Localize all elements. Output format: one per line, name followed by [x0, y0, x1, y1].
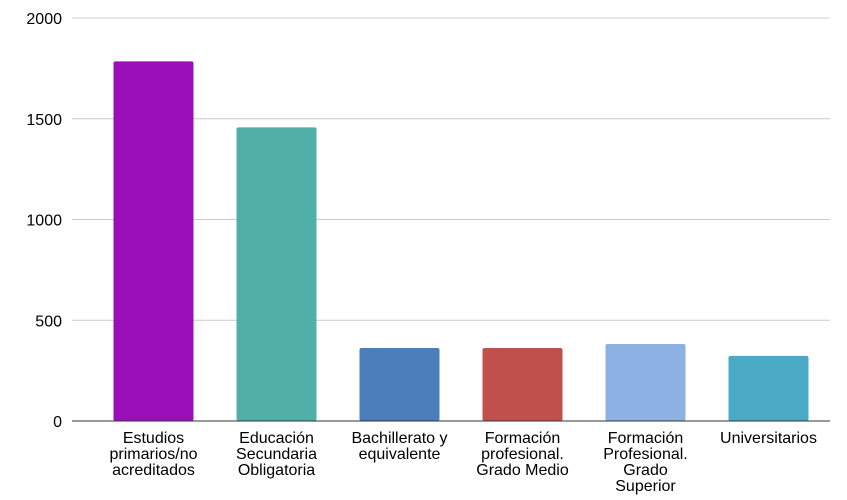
gridlines [72, 17, 830, 321]
x-axis-category-labels: Estudios primarios/no acreditados Educación… [109, 430, 816, 495]
bar-1 [113, 61, 194, 421]
bar-5 [605, 344, 686, 421]
y-tick-label: 1500 [26, 112, 62, 129]
y-tick-label: 500 [35, 313, 62, 330]
bar-2 [236, 127, 317, 422]
bars [113, 61, 809, 422]
x-category-label: Educación Secundaria Obligatoria [236, 430, 317, 479]
y-tick-label: 2000 [26, 11, 62, 28]
y-tick-label: 0 [53, 414, 62, 431]
x-category-label: Bachillerato y equivalente [351, 430, 447, 463]
x-category-label: Universitarios [720, 430, 817, 447]
bar-3 [359, 348, 440, 421]
y-tick-label: 1000 [26, 213, 62, 230]
x-category-label: Formación profesional. Grado Medio [476, 430, 569, 479]
x-category-label: Formación Profesional. Grado Superior [603, 430, 688, 495]
bar-4 [482, 348, 563, 421]
x-category-label: Estudios primarios/no acreditados [109, 430, 197, 479]
bar-6 [728, 355, 809, 421]
y-axis-tick-labels: 0 500 1000 1500 2000 [26, 11, 62, 431]
